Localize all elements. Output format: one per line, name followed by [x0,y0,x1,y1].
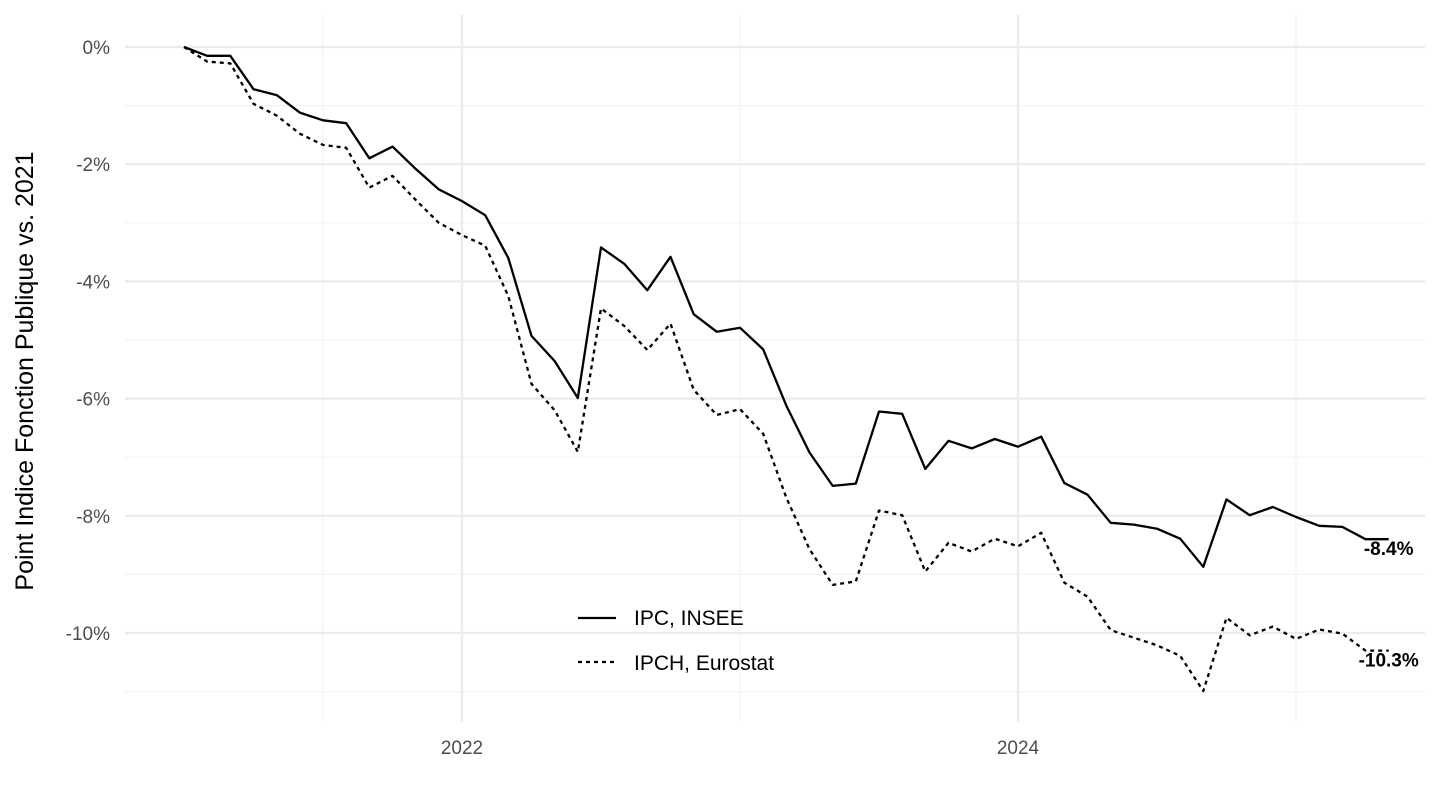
y-tick-label: -10% [66,624,110,645]
tick-labels: 0% -2% -4% -6% -8% -10% 2022 2024 [66,38,1040,759]
series-line-ipch-eurostat [183,46,1389,693]
end-labels: -8.4% -10.3% [1359,539,1419,671]
y-tick-label: -2% [76,155,110,176]
legend: IPC, INSEE IPCH, Eurostat [578,607,774,675]
minor-gridlines [125,15,1425,722]
end-label-ipc-insee: -8.4% [1364,539,1414,560]
legend-label-ipc-insee: IPC, INSEE [634,607,744,630]
x-tick-label: 2022 [441,738,483,759]
x-tick-label: 2024 [997,738,1040,759]
y-axis-title: Point Indice Fonction Publique vs. 2021 [11,151,39,590]
y-tick-label: -4% [76,272,110,293]
series-line-ipc-insee [183,45,1389,568]
y-tick-label: -8% [76,507,110,528]
y-tick-label: -6% [76,390,110,411]
y-tick-label: 0% [83,38,111,59]
major-gridlines [125,15,1425,722]
series-lines [183,45,1389,693]
end-label-ipch-eurostat: -10.3% [1359,651,1419,672]
legend-label-ipch-eurostat: IPCH, Eurostat [634,652,774,675]
